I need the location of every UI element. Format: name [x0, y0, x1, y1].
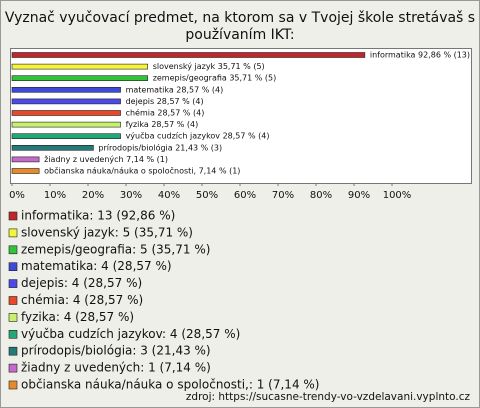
legend-swatch [8, 329, 18, 339]
plot-area [10, 48, 472, 184]
x-tick-label: 50% [196, 190, 218, 201]
value-label: slovenský jazyk 35,71 % (5) [153, 62, 265, 71]
legend-label: informatika: 13 (92,86 %) [21, 209, 175, 223]
legend-swatch [8, 380, 18, 390]
value-label: informatika 92,86 % (13) [370, 51, 470, 60]
legend-label: prírodopis/biológia: 3 (21,43 %) [21, 344, 211, 358]
bar [11, 133, 121, 139]
value-label: výučba cudzích jazykov 28,57 % (4) [126, 131, 270, 141]
value-label: chémia 28,57 % (4) [126, 108, 205, 118]
legend-label: slovenský jazyk: 5 (35,71 %) [21, 225, 193, 239]
bar [11, 145, 94, 151]
value-label: prírodopis/biológia 21,43 % (3) [98, 142, 222, 152]
x-tick-label: 90% [348, 190, 370, 201]
chart-title: Vyznač vyučovací predmet, na ktorom sa v… [5, 10, 475, 43]
bar [11, 121, 121, 128]
x-tick-label: 80% [310, 190, 332, 201]
legend-label: fyzika: 4 (28,57 %) [21, 310, 134, 324]
legend-label: dejepis: 4 (28,57 %) [21, 276, 142, 290]
legend-swatch [8, 228, 18, 238]
x-tick-label: 40% [158, 190, 180, 201]
legend-label: zemepis/geografia: 5 (35,71 %) [21, 242, 210, 256]
bar [11, 63, 148, 70]
legend-swatch [8, 279, 18, 288]
legend-label: výučba cudzích jazykov: 4 (28,57 %) [21, 327, 240, 341]
source: zdroj: https://sucasne-trendy-vo-vzdelav… [186, 391, 471, 403]
legend-label: občianska náuka/náuka o spoločnosti,: 1 … [21, 378, 319, 392]
legend-label: chémia: 4 (28,57 %) [21, 293, 143, 307]
legend-swatch [8, 313, 18, 322]
value-label: občianska náuka/náuka o spoločnosti, 7,1… [44, 166, 240, 176]
x-tick-label: 60% [234, 190, 256, 201]
value-label: zemepis/geografia 35,71 % (5) [153, 74, 277, 83]
value-label: matematika 28,57 % (4) [126, 85, 224, 94]
legend-swatch [8, 245, 18, 255]
value-label: dejepis 28,57 % (4) [126, 97, 204, 106]
value-label: fyzika 28,57 % (4) [126, 120, 199, 129]
legend-label: matematika: 4 (28,57 %) [21, 259, 172, 273]
legend-swatch [8, 211, 18, 221]
bar [11, 156, 40, 163]
bar [11, 110, 121, 116]
x-tick-label: 30% [120, 190, 142, 201]
x-tick-label: 100% [383, 190, 412, 201]
legend-swatch [8, 262, 18, 272]
bar [11, 168, 40, 174]
bar [11, 98, 121, 105]
bar [11, 75, 148, 81]
x-tick-label: 20% [82, 190, 104, 201]
legend-swatch [8, 363, 18, 373]
x-tick-label: 0% [9, 190, 25, 201]
legend-swatch [8, 296, 18, 305]
legend-swatch [8, 346, 18, 356]
x-tick-label: 10% [44, 190, 66, 201]
x-tick-label: 70% [272, 190, 294, 201]
bar [11, 52, 366, 58]
legend-label: žiadny z uvedených: 1 (7,14 %) [21, 361, 211, 375]
bar [11, 87, 121, 93]
value-label: žiadny z uvedených 7,14 % (1) [44, 155, 168, 164]
